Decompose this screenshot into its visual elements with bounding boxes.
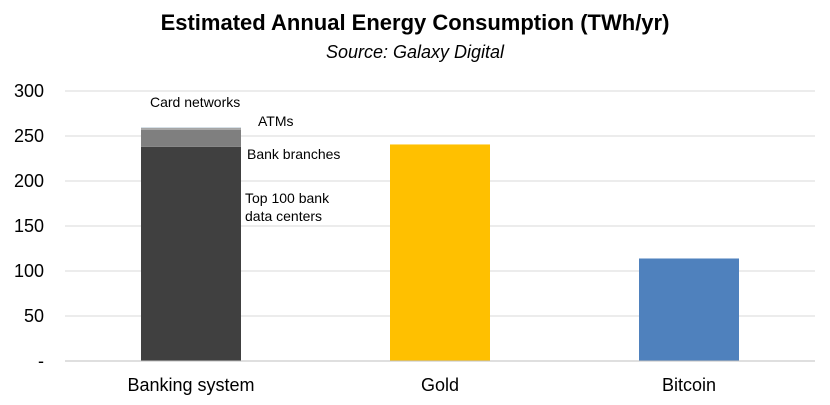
segment-label-atms: ATMs <box>258 113 294 129</box>
bar-segment-top-100-bank-data-centers <box>141 146 241 361</box>
y-tick-label-100: 100 <box>14 261 44 281</box>
segment-label-top-100-bank-data-centers-line-2: data centers <box>245 208 322 224</box>
y-tick-label-250: 250 <box>14 126 44 146</box>
segment-label-bank-branches: Bank branches <box>247 146 340 162</box>
x-category-label-bitcoin: Bitcoin <box>662 375 716 395</box>
bar-segment-bank-branches <box>141 129 241 147</box>
chart-title: Estimated Annual Energy Consumption (TWh… <box>161 10 670 35</box>
x-category-label-gold: Gold <box>421 375 459 395</box>
bars <box>141 127 739 361</box>
segment-labels: Top 100 bank data centers Bank branches ATM… <box>150 94 340 224</box>
bar-bitcoin <box>639 258 739 361</box>
x-axis-categories: Banking system Gold Bitcoin <box>127 375 716 395</box>
segment-label-top-100-bank-data-centers-line-1: Top 100 bank <box>245 190 330 206</box>
y-tick-label-300: 300 <box>14 81 44 101</box>
y-tick-label-150: 150 <box>14 216 44 236</box>
y-tick-label-200: 200 <box>14 171 44 191</box>
bar-segment-card-networks <box>141 127 241 128</box>
y-tick-label-0: - <box>38 351 44 371</box>
y-tick-label-50: 50 <box>24 306 44 326</box>
segment-label-card-networks: Card networks <box>150 94 240 110</box>
bar-gold <box>390 144 490 361</box>
y-axis-ticks: - 50 100 150 200 250 300 <box>14 81 44 371</box>
x-category-label-banking-system: Banking system <box>127 375 254 395</box>
chart-subtitle: Source: Galaxy Digital <box>326 42 505 62</box>
bar-segment-atms <box>141 127 241 130</box>
